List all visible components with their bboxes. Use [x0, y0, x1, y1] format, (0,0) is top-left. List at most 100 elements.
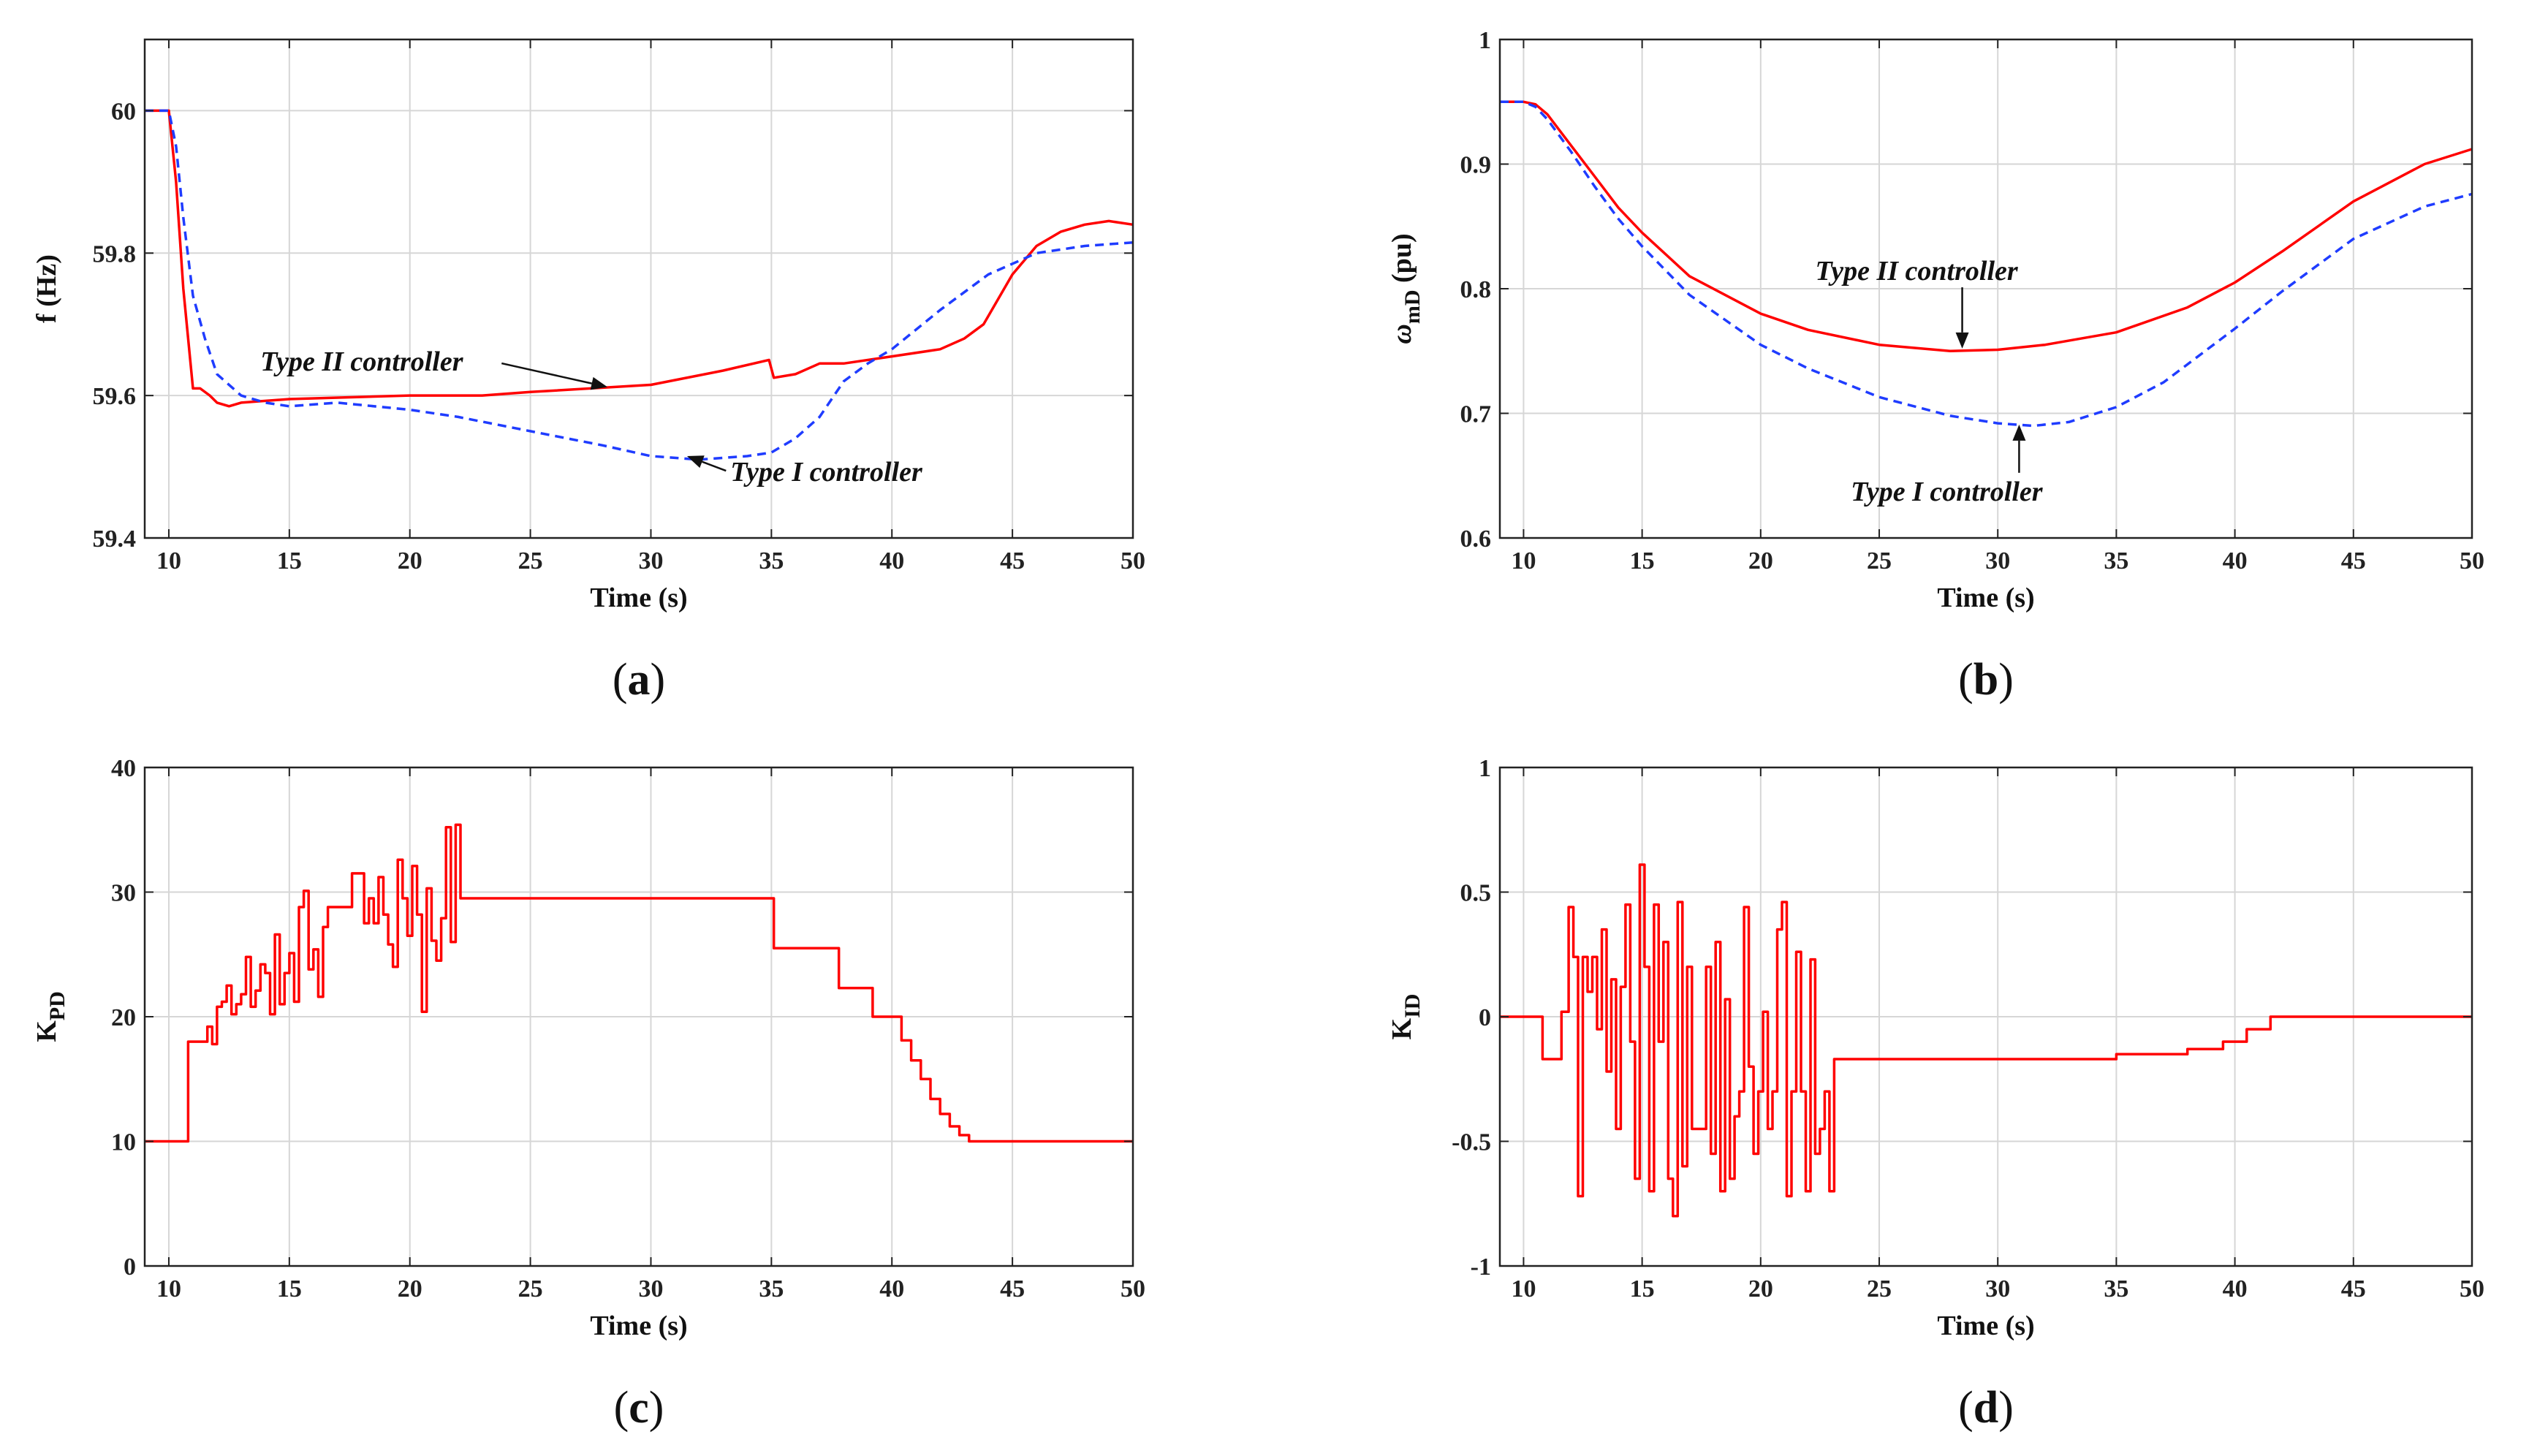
chart-d-y-tick-label: 1 [1479, 755, 1491, 782]
chart-a-annotation-1-arrow-head [590, 376, 608, 390]
chart-b-y-tick-label: 0.7 [1460, 401, 1492, 428]
chart-b-annotation-2-arrow-head [2012, 424, 2026, 441]
chart-c-y-tick-label: 0 [124, 1254, 136, 1281]
chart-a-y-axis-label: f (Hz) [31, 254, 62, 323]
chart-c-x-tick-label: 40 [879, 1275, 904, 1303]
chart-c-y-tick-label: 30 [111, 880, 136, 907]
chart-a-x-tick-label: 15 [277, 547, 302, 575]
chart-c-x-tick-label: 20 [398, 1275, 422, 1303]
chart-b-x-tick-label: 10 [1511, 547, 1536, 575]
chart-panel-a: 10 15 20 25 30 35 40 45 50 59.4 59.6 59.8 60 Time (s)… [31, 38, 1145, 705]
chart-c-y-axis-label: KPD [31, 991, 69, 1042]
chart-a-caption-close: ) [651, 655, 666, 705]
chart-d-y-tick-label: -1 [1471, 1254, 1491, 1281]
chart-c-y-tick-label: 40 [111, 755, 136, 782]
chart-c-x-axis-label: Time (s) [590, 1311, 687, 1341]
chart-d-caption-letter: d [1973, 1383, 1998, 1433]
chart-a-series-2-line [145, 109, 1134, 461]
chart-d-caption-close: ) [1998, 1383, 2014, 1433]
chart-a-annotation-2-arrow-head [686, 455, 705, 469]
chart-b-x-tick-label: 30 [1985, 547, 2010, 575]
chart-a-x-tick-label: 25 [518, 547, 543, 575]
chart-panel-c: 10 15 20 25 30 35 40 45 50 0 10 20 30 40 Time (s) KPD (c… [31, 755, 1145, 1433]
chart-d-caption-open: ( [1958, 1383, 1973, 1433]
chart-a-x-tick-label: 35 [759, 547, 784, 575]
chart-d-y-tick-label: 0 [1479, 1004, 1491, 1031]
chart-a-x-tick-label: 50 [1121, 547, 1145, 575]
chart-d-caption: (d) [1958, 1383, 2014, 1433]
chart-a-x-tick-label: 40 [879, 547, 904, 575]
chart-c-x-tick-label: 15 [277, 1275, 302, 1303]
chart-c-caption: (c) [614, 1383, 664, 1433]
chart-panel-b: 10 15 20 25 30 35 40 45 50 0.6 0.7 0.8 0.9 1 Time (s) ω… [1387, 27, 2484, 705]
chart-a-y-tick-label: 59.8 [93, 240, 137, 268]
chart-c-y-tick-label: 10 [111, 1129, 136, 1156]
chart-a-x-tick-label: 45 [1000, 547, 1025, 575]
chart-a-x-tick-label: 10 [156, 547, 181, 575]
chart-b-y-axis-label: ωmD (pu) [1387, 233, 1425, 344]
chart-b-x-tick-label: 50 [2460, 547, 2484, 575]
chart-panel-d: 10 15 20 25 30 35 40 45 50 -1 -0.5 0 0.5 1 Time (s) KID… [1387, 755, 2484, 1433]
chart-a-x-tick-label: 30 [638, 547, 663, 575]
chart-c-y-tick-label: 20 [111, 1004, 136, 1031]
chart-b-y-axis-label-subscript: mD [1400, 289, 1425, 324]
chart-b-annotation-1-arrow-head [1955, 332, 1969, 349]
chart-d-x-tick-label: 20 [1748, 1275, 1773, 1303]
chart-d-y-tick-label: 0.5 [1460, 880, 1492, 907]
chart-c-caption-letter: c [629, 1383, 649, 1433]
chart-b-series-2-line [1500, 100, 2473, 428]
chart-c-y-axis-label-main: K [31, 1020, 62, 1042]
chart-d-y-axis-label-subscript: ID [1400, 994, 1425, 1018]
chart-b-y-tick-label: 0.8 [1460, 276, 1492, 303]
chart-b-caption-letter: b [1973, 655, 1998, 705]
chart-a-caption-open: ( [613, 655, 628, 705]
chart-c-x-tick-label: 50 [1121, 1275, 1145, 1303]
chart-a-annotation-1-arrow-line [501, 362, 592, 384]
chart-b-x-tick-label: 20 [1748, 547, 1773, 575]
chart-d-x-tick-label: 25 [1867, 1275, 1892, 1303]
chart-b-y-axis-label-unit: (pu) [1387, 233, 1417, 289]
chart-d-x-axis-label: Time (s) [1937, 1311, 2034, 1341]
chart-c-y-axis-label-subscript: PD [45, 991, 69, 1020]
chart-a-series-1-line [145, 109, 1134, 408]
chart-b-caption: (b) [1958, 655, 2014, 705]
chart-b-x-tick-label: 15 [1630, 547, 1655, 575]
chart-a-axes-box [143, 38, 1134, 539]
chart-b-x-tick-label: 35 [2104, 547, 2128, 575]
chart-d-y-axis-label: KID [1387, 994, 1425, 1040]
chart-a-y-tick-label: 60 [111, 98, 136, 125]
chart-d-y-tick-label: -0.5 [1452, 1129, 1491, 1156]
chart-b-y-tick-label: 0.6 [1460, 526, 1492, 553]
chart-c-caption-close: ) [649, 1383, 664, 1433]
chart-a-caption-letter: a [628, 655, 651, 705]
chart-b-caption-close: ) [1998, 655, 2014, 705]
chart-a-caption: (a) [613, 655, 665, 705]
chart-a-x-tick-label: 20 [398, 547, 422, 575]
chart-b-y-tick-label: 1 [1479, 27, 1491, 54]
chart-c-x-tick-label: 30 [638, 1275, 663, 1303]
chart-a-annotation-2-arrow-line [702, 460, 727, 472]
chart-b-annotation-2: Type I controller [1851, 477, 2044, 507]
chart-b-x-axis-label: Time (s) [1937, 583, 2034, 613]
chart-c-caption-open: ( [614, 1383, 629, 1433]
chart-b-series-1-line [1500, 100, 2473, 353]
chart-d-x-tick-label: 45 [2341, 1275, 2366, 1303]
chart-b-caption-open: ( [1958, 655, 1973, 705]
chart-a-y-tick-label: 59.6 [93, 383, 137, 410]
chart-a-grid [145, 39, 1134, 539]
chart-c-series-1-line [145, 823, 1133, 1143]
chart-c-x-tick-label: 10 [156, 1275, 181, 1303]
chart-c-x-tick-label: 35 [759, 1275, 784, 1303]
chart-b-y-axis-label-main: ω [1387, 324, 1417, 344]
chart-b-y-tick-label: 0.9 [1460, 152, 1492, 179]
chart-b-annotation-1: Type II controller [1815, 256, 2018, 287]
chart-d-x-tick-label: 30 [1985, 1275, 2010, 1303]
chart-a-x-axis-label: Time (s) [590, 583, 687, 613]
chart-b-grid [1500, 39, 2473, 539]
chart-a-annotation-1: Type II controller [260, 346, 463, 377]
chart-d-series-1-line [1500, 863, 2472, 1218]
chart-c-grid [145, 767, 1134, 1267]
chart-d-y-axis-label-main: K [1387, 1017, 1417, 1039]
chart-a-y-tick-label: 59.4 [93, 526, 137, 553]
